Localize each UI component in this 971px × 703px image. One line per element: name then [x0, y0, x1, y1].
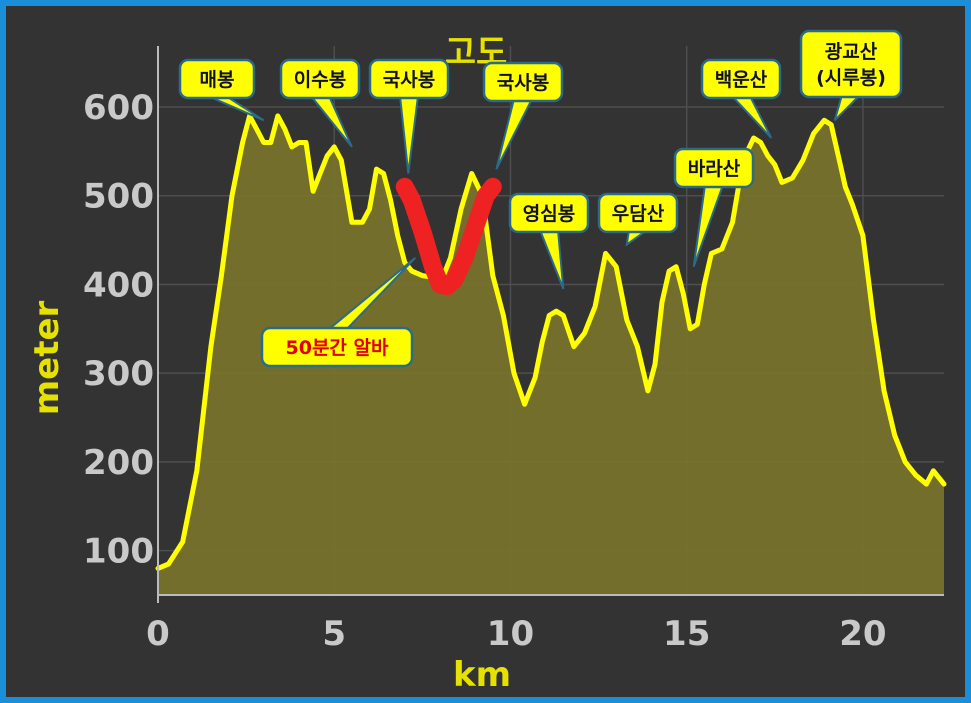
callout-box-4 — [508, 192, 590, 234]
callout-seam-3 — [513, 95, 533, 99]
chart-frame: 100 200 300 400 500 600 0 5 10 15 20 고도 meter km 매… — [6, 6, 965, 697]
callout-box-3 — [482, 61, 564, 103]
y-tick-label-4: 500 — [83, 177, 154, 217]
x-tick-label-3: 15 — [663, 614, 710, 654]
callout-label-line-5-0: 우담산 — [612, 203, 665, 225]
x-tick-label-4: 20 — [839, 614, 886, 654]
callout-label-line-8-0: 광교산 — [825, 41, 878, 63]
callout-seam-4 — [539, 226, 559, 230]
callout-label-line-4-0: 영심봉 — [523, 203, 575, 225]
axes — [157, 46, 944, 603]
callout-seam-9 — [327, 330, 347, 334]
callout-label-line-9-0: 50분간 알바 — [286, 337, 389, 359]
callout-6: 바라산 — [673, 147, 755, 268]
x-tick-label-2: 10 — [487, 614, 534, 654]
callout-0: 매봉 — [178, 58, 265, 122]
x-tick-label-1: 5 — [322, 614, 346, 654]
elevation-area-fill — [158, 115, 944, 596]
callout-box-8 — [799, 29, 903, 99]
callout-label-line-0-0: 매봉 — [200, 69, 235, 91]
callout-label-line-3-0: 국사봉 — [497, 72, 549, 94]
callout-4: 영심봉 — [508, 192, 590, 290]
callout-label-line-8-1: (시루봉) — [816, 67, 886, 89]
callout-seam-6 — [704, 181, 724, 185]
callout-box-2 — [368, 58, 450, 100]
callout-label-3: 국사봉 — [497, 72, 549, 94]
callout-label-line-7-0: 백운산 — [715, 69, 768, 91]
x-axis-title: km — [453, 655, 511, 695]
elevation-line — [155, 113, 947, 571]
callout-box-9 — [260, 326, 414, 368]
callout-label-9: 50분간 알바 — [286, 337, 389, 359]
callout-box-5 — [597, 192, 679, 234]
y-tick-label-3: 400 — [83, 265, 154, 305]
callout-label-0: 매봉 — [200, 69, 235, 91]
callout-3: 국사봉 — [482, 61, 564, 170]
y-tick-label-5: 600 — [83, 88, 154, 128]
callout-pointer-3 — [495, 98, 534, 170]
y-tick-label-2: 300 — [83, 354, 154, 394]
callout-label-line-2-0: 국사봉 — [383, 69, 435, 91]
callout-pointer-0 — [207, 95, 265, 122]
callout-seam-2 — [399, 92, 419, 96]
callout-label-6: 바라산 — [688, 158, 741, 180]
callout-pointer-4 — [538, 229, 565, 290]
detour-highlight — [395, 177, 502, 296]
callout-seam-8 — [841, 91, 861, 95]
callout-seam-0 — [207, 92, 227, 96]
callout-seam-1 — [310, 92, 330, 96]
callout-label-7: 백운산 — [715, 69, 768, 91]
y-tick-label-1: 200 — [83, 443, 154, 483]
callout-seam-7 — [731, 92, 751, 96]
callout-label-line-1-0: 이수봉 — [294, 69, 346, 91]
callout-8: 광교산 (시루봉) — [799, 29, 903, 122]
y-axis-title: meter — [27, 300, 67, 415]
callout-label-5: 우담산 — [612, 203, 665, 225]
callout-2: 국사봉 — [368, 58, 450, 174]
callout-label-line-6-0: 바라산 — [688, 158, 741, 180]
callout-box-1 — [279, 58, 361, 100]
callout-5: 우담산 — [597, 192, 679, 247]
callout-pointer-2 — [398, 95, 420, 174]
callout-1: 이수봉 — [279, 58, 361, 148]
callout-pointer-7 — [729, 95, 773, 139]
callout-9: 50분간 알바 — [260, 257, 417, 368]
callout-label-1: 이수봉 — [294, 69, 346, 91]
callout-box-7 — [700, 58, 782, 100]
callout-seam-5 — [628, 226, 648, 230]
area-layer — [155, 113, 947, 596]
callout-box-6 — [673, 147, 755, 189]
callout-label-8: 광교산 (시루봉) — [816, 41, 886, 89]
tick-labels: 100 200 300 400 500 600 0 5 10 15 20 — [83, 88, 887, 654]
callout-label-2: 국사봉 — [383, 69, 435, 91]
callout-7: 백운산 — [700, 58, 782, 139]
highlight-layer — [395, 177, 502, 296]
callout-label-4: 영심봉 — [523, 203, 575, 225]
callout-pointer-1 — [308, 95, 353, 148]
callout-box-0 — [178, 58, 256, 100]
y-tick-label-0: 100 — [83, 532, 154, 572]
x-tick-label-0: 0 — [146, 614, 170, 654]
